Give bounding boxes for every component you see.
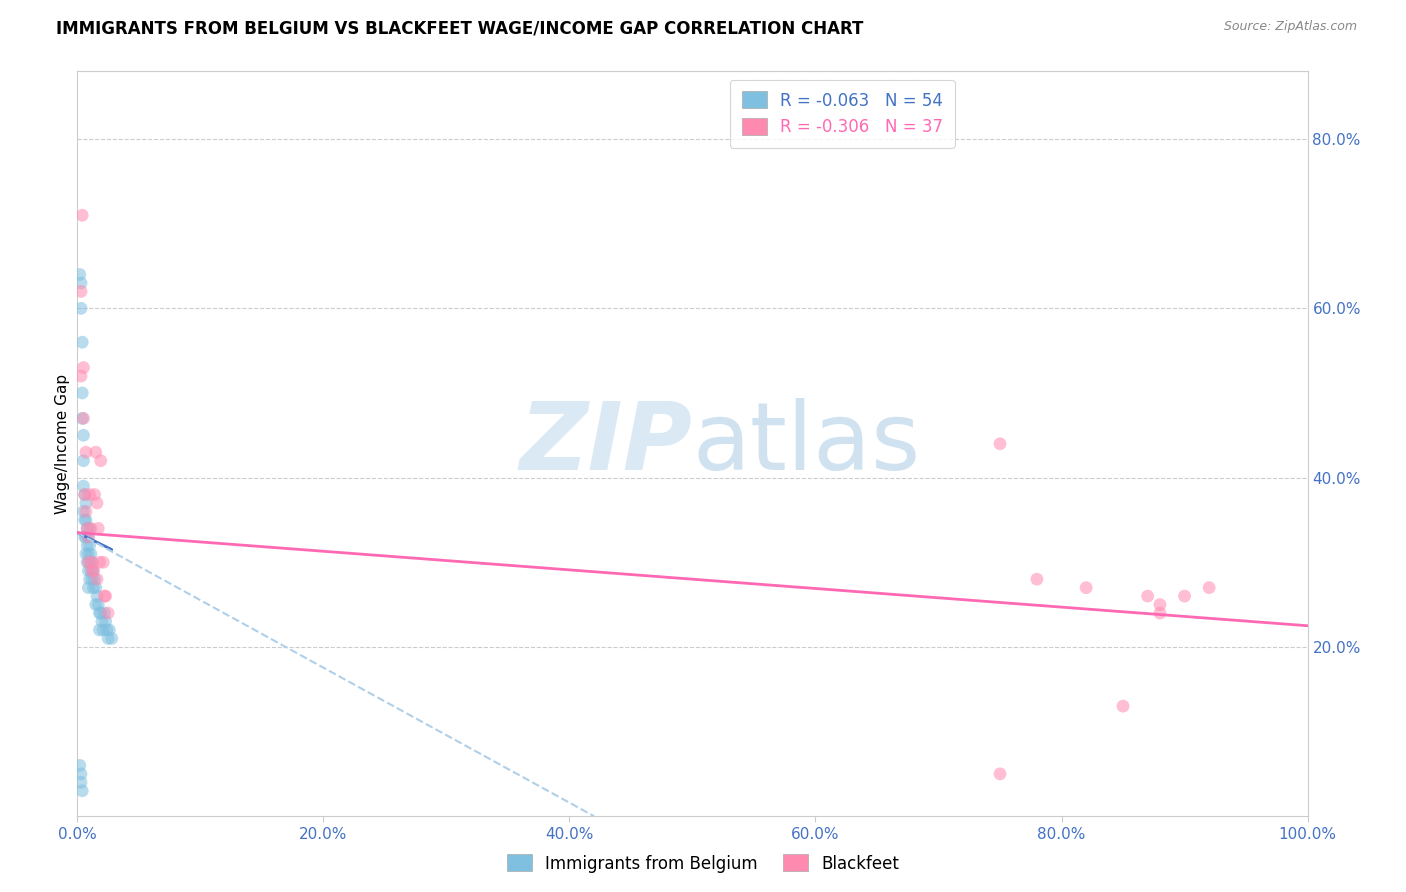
Point — [70, 775, 93, 789]
Point — [1136, 589, 1159, 603]
Point — [96, 623, 118, 637]
Point — [79, 487, 101, 501]
Point — [75, 445, 97, 459]
Point — [79, 538, 101, 552]
Point — [73, 513, 96, 527]
Point — [77, 530, 100, 544]
Point — [72, 360, 94, 375]
Point — [70, 276, 93, 290]
Point — [79, 572, 101, 586]
Point — [1076, 581, 1098, 595]
Point — [76, 555, 98, 569]
Point — [84, 445, 107, 459]
Point — [72, 453, 94, 467]
Point — [80, 521, 103, 535]
Point — [82, 564, 104, 578]
Point — [70, 369, 93, 384]
Point — [69, 758, 91, 772]
Point — [76, 521, 98, 535]
Point — [89, 606, 111, 620]
Point — [72, 411, 94, 425]
Point — [72, 479, 94, 493]
Point — [84, 598, 107, 612]
Point — [1149, 606, 1171, 620]
Point — [70, 767, 93, 781]
Point — [79, 521, 101, 535]
Point — [70, 784, 93, 798]
Point — [91, 555, 114, 569]
Point — [69, 268, 91, 282]
Point — [84, 581, 107, 595]
Point — [89, 555, 111, 569]
Point — [90, 615, 114, 629]
Point — [86, 572, 108, 586]
Point — [82, 555, 104, 569]
Point — [98, 623, 121, 637]
Point — [77, 581, 100, 595]
Point — [76, 538, 98, 552]
Point — [82, 572, 104, 586]
Point — [82, 564, 104, 578]
Point — [93, 606, 115, 620]
Point — [1112, 699, 1135, 714]
Text: IMMIGRANTS FROM BELGIUM VS BLACKFEET WAGE/INCOME GAP CORRELATION CHART: IMMIGRANTS FROM BELGIUM VS BLACKFEET WAG… — [56, 20, 863, 37]
Point — [97, 606, 120, 620]
Point — [75, 504, 97, 518]
Point — [73, 487, 96, 501]
Point — [82, 555, 104, 569]
Point — [988, 767, 1011, 781]
Point — [82, 581, 104, 595]
Point — [87, 598, 110, 612]
Point — [80, 547, 103, 561]
Point — [82, 564, 104, 578]
Text: atlas: atlas — [693, 398, 921, 490]
Point — [94, 615, 117, 629]
Point — [94, 589, 117, 603]
Point — [90, 606, 112, 620]
Point — [77, 555, 100, 569]
Point — [70, 386, 93, 401]
Point — [77, 547, 100, 561]
Point — [1026, 572, 1049, 586]
Legend: Immigrants from Belgium, Blackfeet: Immigrants from Belgium, Blackfeet — [501, 847, 905, 880]
Point — [75, 530, 97, 544]
Point — [1198, 581, 1220, 595]
Point — [70, 285, 93, 299]
Point — [101, 632, 124, 646]
Point — [1174, 589, 1197, 603]
Point — [1149, 598, 1171, 612]
Point — [70, 411, 93, 425]
Point — [75, 513, 97, 527]
Point — [77, 530, 100, 544]
Text: Source: ZipAtlas.com: Source: ZipAtlas.com — [1223, 20, 1357, 33]
Point — [83, 572, 105, 586]
Point — [76, 521, 98, 535]
Point — [79, 555, 101, 569]
Point — [77, 564, 100, 578]
Point — [70, 335, 93, 350]
Y-axis label: Wage/Income Gap: Wage/Income Gap — [55, 374, 70, 514]
Point — [91, 623, 114, 637]
Point — [90, 453, 112, 467]
Point — [75, 496, 97, 510]
Point — [988, 436, 1011, 450]
Point — [93, 589, 115, 603]
Point — [72, 504, 94, 518]
Point — [72, 428, 94, 442]
Point — [70, 208, 93, 222]
Point — [83, 487, 105, 501]
Point — [86, 589, 108, 603]
Point — [73, 530, 96, 544]
Point — [75, 547, 97, 561]
Point — [97, 632, 120, 646]
Point — [89, 623, 111, 637]
Point — [73, 487, 96, 501]
Legend: R = -0.063   N = 54, R = -0.306   N = 37: R = -0.063 N = 54, R = -0.306 N = 37 — [730, 79, 955, 148]
Point — [80, 564, 103, 578]
Text: ZIP: ZIP — [520, 398, 693, 490]
Point — [87, 521, 110, 535]
Point — [86, 496, 108, 510]
Point — [70, 301, 93, 316]
